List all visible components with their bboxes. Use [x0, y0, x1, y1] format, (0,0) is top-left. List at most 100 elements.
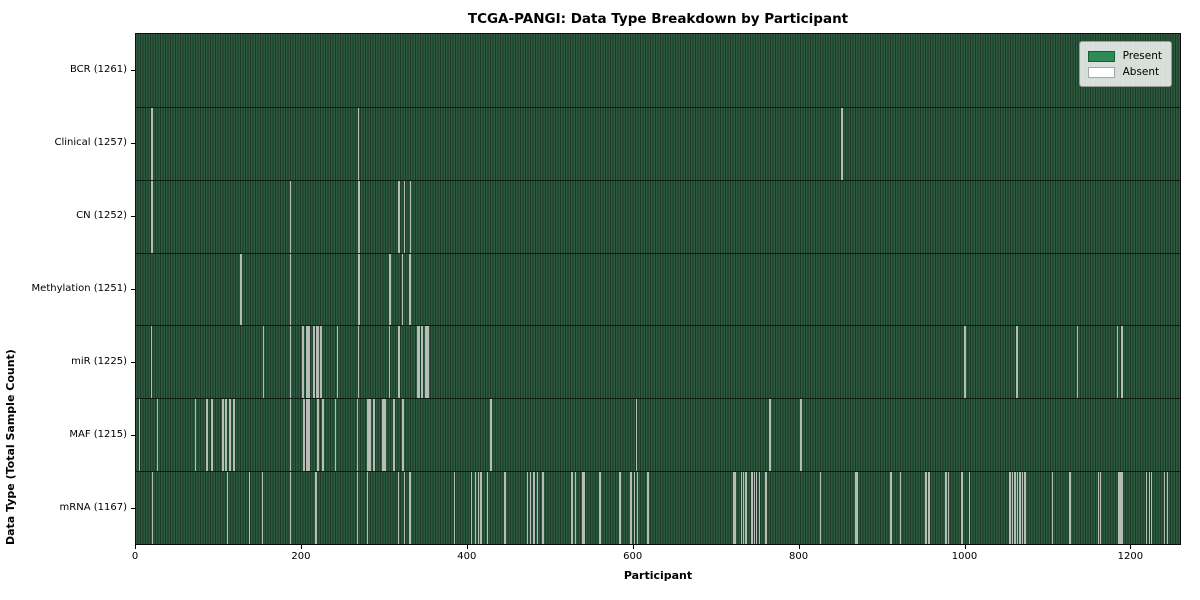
- absent-mark: [398, 180, 400, 253]
- absent-mark: [526, 472, 528, 544]
- absent-mark: [646, 472, 648, 544]
- absent-mark: [357, 253, 360, 326]
- y-tick-label: CN (1252): [76, 209, 127, 221]
- absent-mark: [309, 326, 311, 399]
- absent-mark: [319, 326, 321, 399]
- absent-mark: [410, 180, 412, 253]
- y-tick-mark: [131, 435, 135, 437]
- absent-mark: [398, 326, 400, 399]
- x-axis-title: Participant: [623, 569, 693, 582]
- absent-mark: [1010, 472, 1012, 544]
- absent-mark: [150, 107, 153, 180]
- absent-mark: [233, 399, 235, 472]
- x-tick-label: 800: [789, 551, 809, 562]
- absent-mark: [418, 326, 420, 399]
- y-tick-label: MAF (1215): [69, 429, 127, 441]
- x-tick-mark: [466, 545, 468, 549]
- absent-mark: [477, 472, 480, 544]
- absent-mark: [944, 472, 947, 544]
- absent-mark: [583, 472, 585, 544]
- row-band-mrna: [136, 471, 1180, 544]
- legend-item-absent: Absent: [1087, 64, 1162, 80]
- y-tick-mark: [131, 289, 135, 290]
- absent-mark: [151, 107, 153, 180]
- absent-mark: [1164, 472, 1166, 544]
- absent-mark: [1024, 472, 1026, 544]
- absent-mark: [229, 399, 231, 472]
- absent-mark: [261, 472, 264, 544]
- absent-mark: [314, 472, 317, 544]
- absent-mark: [900, 472, 902, 544]
- absent-mark: [474, 472, 476, 544]
- absent-mark: [570, 472, 572, 544]
- absent-mark: [758, 472, 760, 544]
- absent-mark: [317, 399, 319, 472]
- y-tick-mark: [131, 69, 135, 71]
- x-tick-mark: [135, 545, 136, 549]
- absent-mark: [357, 180, 360, 253]
- absent-mark: [599, 472, 601, 544]
- absent-mark: [381, 399, 384, 472]
- absent-mark: [960, 472, 962, 544]
- absent-mark: [323, 399, 325, 472]
- absent-mark: [733, 472, 735, 544]
- absent-mark: [358, 253, 360, 326]
- absent-mark: [487, 472, 489, 544]
- absent-mark: [320, 326, 322, 399]
- absent-mark: [1016, 326, 1018, 399]
- absent-mark: [410, 253, 412, 326]
- absent-mark: [1120, 472, 1122, 544]
- x-tick-label: 1200: [1117, 551, 1144, 562]
- y-tick-mark: [131, 508, 135, 510]
- absent-mark: [309, 399, 311, 472]
- legend: Present Absent: [1078, 41, 1172, 87]
- x-tick-mark: [1130, 545, 1132, 549]
- absent-mark: [370, 399, 372, 472]
- absent-mark: [770, 399, 772, 472]
- absent-mark: [393, 399, 395, 472]
- absent-mark: [222, 399, 224, 472]
- absent-mark: [240, 253, 242, 326]
- row-band-maf: [136, 398, 1180, 472]
- absent-mark: [647, 472, 649, 544]
- absent-mark: [366, 472, 369, 544]
- absent-mark: [382, 399, 384, 472]
- row-band-clinical: [136, 106, 1180, 180]
- absent-mark: [372, 399, 374, 472]
- absent-mark: [890, 472, 892, 544]
- absent-mark: [1016, 326, 1019, 399]
- row-band-mir: [136, 325, 1180, 399]
- rows-container: [136, 34, 1180, 544]
- absent-mark: [741, 472, 743, 544]
- absent-mark: [542, 472, 544, 544]
- absent-mark: [1051, 472, 1053, 544]
- x-tick-mark: [300, 545, 302, 549]
- absent-mark: [404, 180, 406, 253]
- absent-mark: [306, 399, 308, 472]
- absent-mark: [417, 326, 419, 399]
- absent-mark: [574, 472, 576, 544]
- absent-mark: [402, 399, 404, 472]
- absent-mark: [633, 472, 635, 544]
- absent-mark: [315, 472, 317, 544]
- absent-mark: [742, 472, 745, 544]
- absent-mark: [1076, 326, 1078, 399]
- absent-mark: [150, 326, 153, 399]
- absent-mark: [961, 472, 963, 544]
- absent-mark: [856, 472, 858, 544]
- absent-mark: [1118, 472, 1120, 544]
- absent-mark: [945, 472, 947, 544]
- absent-mark: [390, 253, 392, 326]
- absent-mark: [404, 472, 406, 544]
- absent-mark: [304, 399, 306, 472]
- absent-mark: [399, 326, 401, 399]
- absent-mark: [530, 472, 532, 544]
- absent-mark: [572, 472, 574, 544]
- absent-mark: [150, 180, 153, 253]
- absent-mark: [206, 399, 208, 472]
- absent-mark: [232, 399, 235, 472]
- absent-mark: [289, 326, 292, 399]
- x-tick-label: 200: [291, 551, 311, 562]
- absent-mark: [766, 472, 768, 544]
